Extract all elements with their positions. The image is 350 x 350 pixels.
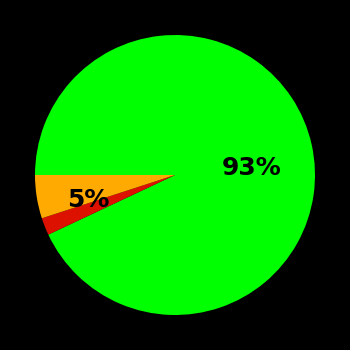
Wedge shape xyxy=(42,175,175,234)
Wedge shape xyxy=(35,175,175,218)
Wedge shape xyxy=(35,35,315,315)
Text: 5%: 5% xyxy=(67,188,110,212)
Text: 93%: 93% xyxy=(222,156,282,180)
